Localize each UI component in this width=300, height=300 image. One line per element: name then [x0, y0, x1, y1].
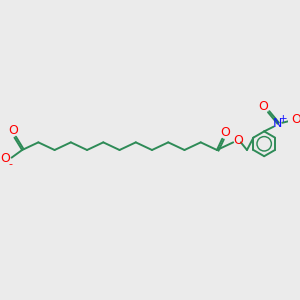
Text: -: -: [299, 120, 300, 130]
Text: N: N: [273, 117, 282, 130]
Text: O: O: [292, 113, 300, 126]
Text: O: O: [258, 100, 268, 113]
Text: +: +: [279, 114, 288, 124]
Text: O: O: [0, 152, 10, 165]
Text: O: O: [9, 124, 19, 137]
Text: O: O: [233, 134, 243, 147]
Text: -: -: [9, 159, 13, 169]
Text: O: O: [220, 126, 230, 139]
